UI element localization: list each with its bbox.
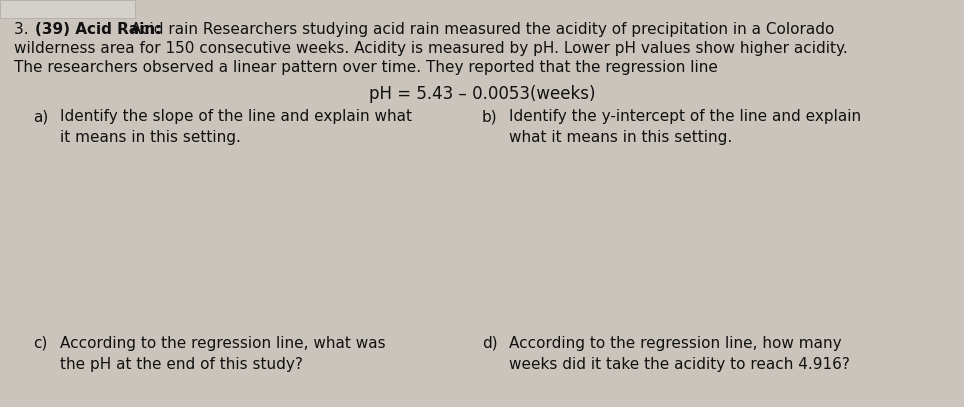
- Text: weeks did it take the acidity to reach 4.916?: weeks did it take the acidity to reach 4…: [509, 357, 850, 372]
- Text: According to the regression line, how many: According to the regression line, how ma…: [509, 336, 842, 351]
- Text: 3.: 3.: [14, 22, 34, 37]
- Text: it means in this setting.: it means in this setting.: [61, 130, 241, 145]
- FancyBboxPatch shape: [0, 0, 135, 18]
- Text: c): c): [34, 336, 47, 351]
- Text: what it means in this setting.: what it means in this setting.: [509, 130, 733, 145]
- Text: (39) Acid Rain:: (39) Acid Rain:: [36, 22, 162, 37]
- Text: The researchers observed a linear pattern over time. They reported that the regr: The researchers observed a linear patter…: [14, 60, 718, 75]
- Text: pH = 5.43 – 0.0053(weeks): pH = 5.43 – 0.0053(weeks): [369, 85, 595, 103]
- Text: According to the regression line, what was: According to the regression line, what w…: [61, 336, 386, 351]
- Text: the pH at the end of this study?: the pH at the end of this study?: [61, 357, 303, 372]
- Text: a): a): [34, 109, 48, 125]
- Text: Identify the y-intercept of the line and explain: Identify the y-intercept of the line and…: [509, 109, 861, 125]
- Text: wilderness area for 150 consecutive weeks. Acidity is measured by pH. Lower pH v: wilderness area for 150 consecutive week…: [14, 41, 847, 56]
- Text: Identify the slope of the line and explain what: Identify the slope of the line and expla…: [61, 109, 413, 125]
- Text: Acid rain Researchers studying acid rain measured the acidity of precipitation i: Acid rain Researchers studying acid rain…: [126, 22, 834, 37]
- Text: d): d): [482, 336, 497, 351]
- Text: b): b): [482, 109, 497, 125]
